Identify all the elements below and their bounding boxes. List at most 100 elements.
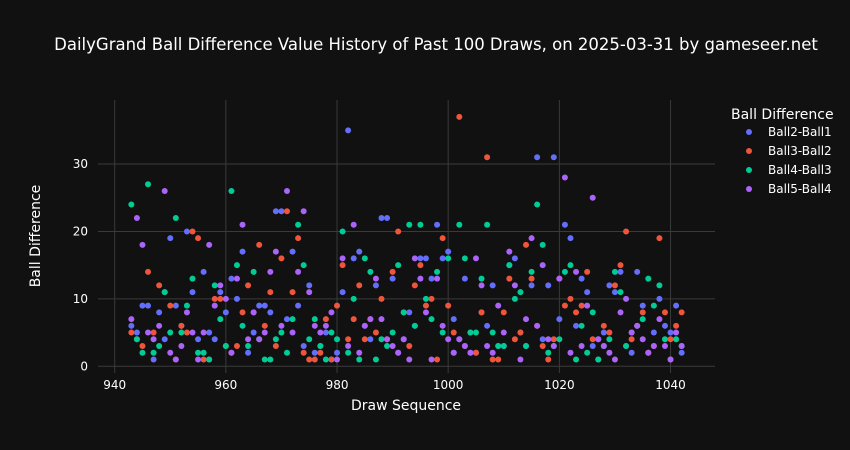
data-point[interactable] [561, 221, 568, 228]
data-point[interactable] [606, 349, 613, 356]
data-point[interactable] [495, 302, 502, 309]
data-point[interactable] [378, 214, 385, 221]
data-point[interactable] [161, 336, 168, 343]
data-point[interactable] [256, 336, 263, 343]
data-point[interactable] [422, 295, 429, 302]
data-point[interactable] [534, 201, 541, 208]
data-point[interactable] [472, 255, 479, 262]
data-point[interactable] [400, 309, 407, 316]
data-point[interactable] [322, 316, 329, 323]
data-point[interactable] [350, 221, 357, 228]
data-point[interactable] [650, 343, 657, 350]
data-point[interactable] [434, 356, 441, 363]
data-point[interactable] [589, 336, 596, 343]
data-point[interactable] [484, 322, 491, 329]
data-point[interactable] [417, 221, 424, 228]
data-point[interactable] [484, 221, 491, 228]
data-point[interactable] [645, 275, 652, 282]
data-point[interactable] [345, 336, 352, 343]
data-point[interactable] [573, 322, 580, 329]
data-point[interactable] [322, 356, 329, 363]
data-point[interactable] [145, 181, 152, 188]
data-point[interactable] [395, 228, 402, 235]
data-point[interactable] [256, 241, 263, 248]
data-point[interactable] [239, 248, 246, 255]
data-point[interactable] [361, 336, 368, 343]
data-point[interactable] [623, 228, 630, 235]
data-point[interactable] [617, 268, 624, 275]
data-point[interactable] [178, 322, 185, 329]
data-point[interactable] [306, 289, 313, 296]
data-point[interactable] [573, 309, 580, 316]
data-point[interactable] [156, 343, 163, 350]
data-point[interactable] [389, 275, 396, 282]
data-point[interactable] [167, 302, 174, 309]
data-point[interactable] [611, 289, 618, 296]
data-point[interactable] [545, 282, 552, 289]
data-point[interactable] [311, 316, 318, 323]
data-point[interactable] [150, 349, 157, 356]
data-point[interactable] [245, 282, 252, 289]
data-point[interactable] [428, 275, 435, 282]
data-point[interactable] [306, 282, 313, 289]
data-point[interactable] [245, 336, 252, 343]
data-point[interactable] [545, 349, 552, 356]
data-point[interactable] [133, 336, 140, 343]
data-point[interactable] [417, 255, 424, 262]
data-point[interactable] [283, 349, 290, 356]
data-point[interactable] [145, 302, 152, 309]
data-point[interactable] [445, 336, 452, 343]
data-point[interactable] [272, 208, 279, 215]
data-point[interactable] [389, 268, 396, 275]
data-point[interactable] [156, 322, 163, 329]
data-point[interactable] [267, 268, 274, 275]
data-point[interactable] [356, 248, 363, 255]
data-point[interactable] [406, 309, 413, 316]
data-point[interactable] [439, 329, 446, 336]
data-point[interactable] [211, 302, 218, 309]
data-point[interactable] [172, 356, 179, 363]
data-point[interactable] [345, 127, 352, 134]
data-point[interactable] [267, 356, 274, 363]
data-point[interactable] [161, 188, 168, 194]
data-point[interactable] [278, 329, 285, 336]
data-point[interactable] [506, 262, 513, 269]
data-point[interactable] [172, 214, 179, 221]
data-point[interactable] [478, 282, 485, 289]
data-point[interactable] [650, 302, 657, 309]
data-point[interactable] [606, 336, 613, 343]
data-point[interactable] [417, 262, 424, 269]
data-point[interactable] [434, 275, 441, 282]
data-point[interactable] [589, 309, 596, 316]
data-point[interactable] [623, 343, 630, 350]
data-point[interactable] [511, 336, 518, 343]
data-point[interactable] [384, 343, 391, 350]
legend-item-ball2-ball1[interactable]: Ball2-Ball1 [746, 125, 832, 139]
data-point[interactable] [228, 188, 235, 194]
data-point[interactable] [233, 262, 240, 269]
data-point[interactable] [211, 336, 218, 343]
data-point[interactable] [378, 295, 385, 302]
data-point[interactable] [667, 356, 674, 363]
data-point[interactable] [300, 343, 307, 350]
data-point[interactable] [245, 349, 252, 356]
data-point[interactable] [461, 275, 468, 282]
data-point[interactable] [556, 316, 563, 323]
data-point[interactable] [550, 336, 557, 343]
data-point[interactable] [673, 336, 680, 343]
data-point[interactable] [422, 255, 429, 262]
data-point[interactable] [667, 336, 674, 343]
data-point[interactable] [595, 336, 602, 343]
data-point[interactable] [467, 349, 474, 356]
data-point[interactable] [272, 336, 279, 343]
data-point[interactable] [445, 302, 452, 309]
data-point[interactable] [356, 356, 363, 363]
data-point[interactable] [489, 329, 496, 336]
data-point[interactable] [517, 289, 524, 296]
data-point[interactable] [384, 214, 391, 221]
data-point[interactable] [589, 194, 596, 201]
data-point[interactable] [656, 235, 663, 242]
data-point[interactable] [372, 275, 379, 282]
data-point[interactable] [361, 255, 368, 262]
data-point[interactable] [150, 356, 157, 363]
